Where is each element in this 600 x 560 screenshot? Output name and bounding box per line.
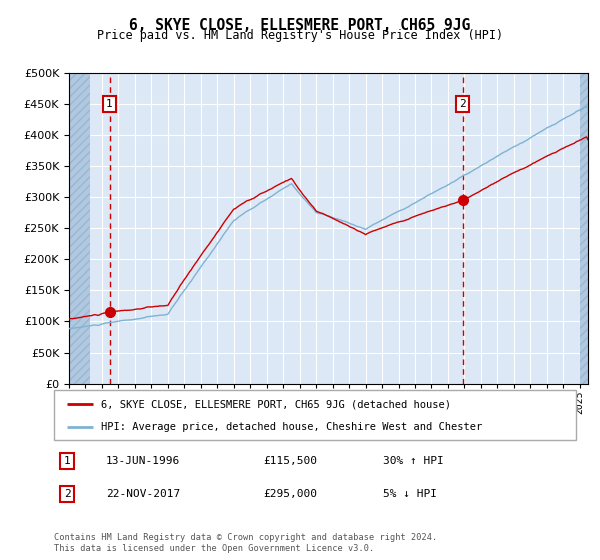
Text: 1: 1	[64, 456, 70, 466]
Text: 6, SKYE CLOSE, ELLESMERE PORT, CH65 9JG (detached house): 6, SKYE CLOSE, ELLESMERE PORT, CH65 9JG …	[101, 399, 451, 409]
Text: 2: 2	[64, 489, 70, 499]
Bar	[69, 73, 91, 384]
Text: Price paid vs. HM Land Registry's House Price Index (HPI): Price paid vs. HM Land Registry's House …	[97, 29, 503, 42]
Text: 2: 2	[459, 99, 466, 109]
Text: This data is licensed under the Open Government Licence v3.0.: This data is licensed under the Open Gov…	[54, 544, 374, 553]
Text: 13-JUN-1996: 13-JUN-1996	[106, 456, 181, 466]
Text: 30% ↑ HPI: 30% ↑ HPI	[383, 456, 443, 466]
Text: HPI: Average price, detached house, Cheshire West and Chester: HPI: Average price, detached house, Ches…	[101, 422, 482, 432]
Bar	[580, 73, 590, 384]
Text: 22-NOV-2017: 22-NOV-2017	[106, 489, 181, 499]
Text: Contains HM Land Registry data © Crown copyright and database right 2024.: Contains HM Land Registry data © Crown c…	[54, 533, 437, 542]
Text: 6, SKYE CLOSE, ELLESMERE PORT, CH65 9JG: 6, SKYE CLOSE, ELLESMERE PORT, CH65 9JG	[130, 18, 470, 33]
Text: £115,500: £115,500	[263, 456, 317, 466]
Text: £295,000: £295,000	[263, 489, 317, 499]
Text: 1: 1	[106, 99, 113, 109]
Text: 5% ↓ HPI: 5% ↓ HPI	[383, 489, 437, 499]
